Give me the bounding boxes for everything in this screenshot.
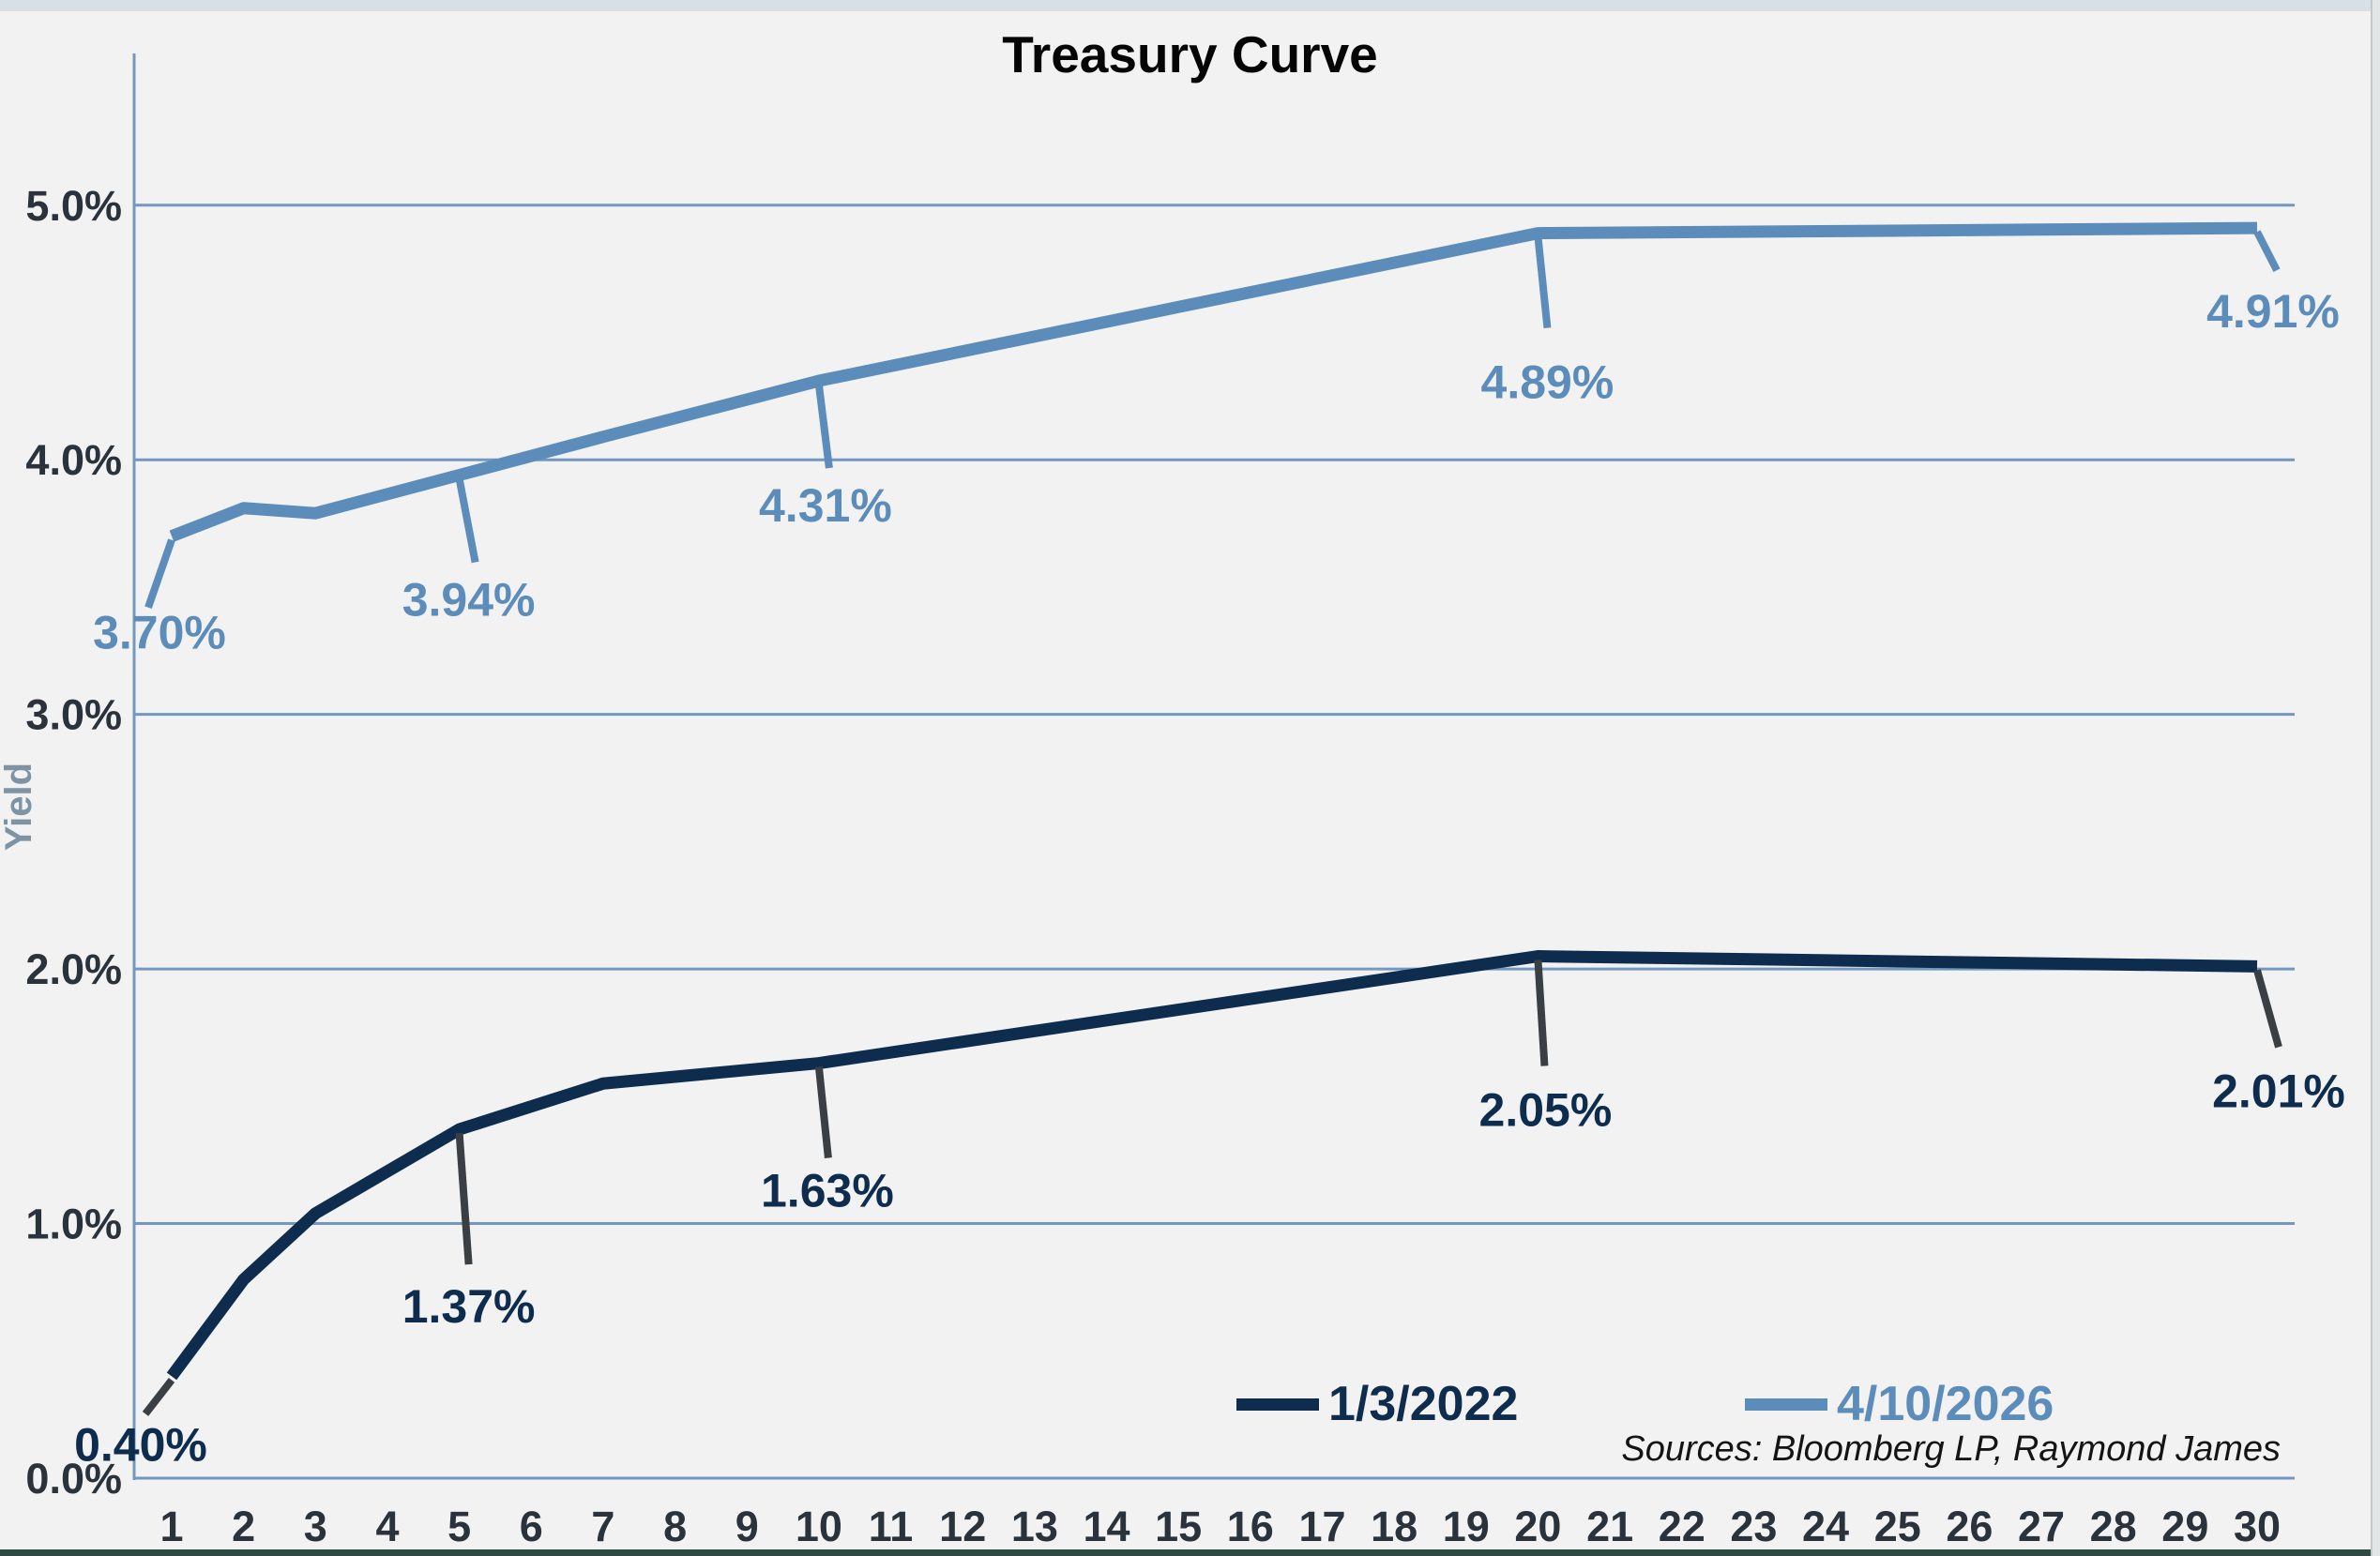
x-tick-label: 1 bbox=[159, 1503, 183, 1550]
callout-leader bbox=[814, 1066, 832, 1158]
callout-leader bbox=[455, 1132, 473, 1265]
data-label-3.94%: 3.94% bbox=[402, 573, 536, 626]
x-tick-label: 7 bbox=[591, 1503, 614, 1550]
x-tick-label: 9 bbox=[735, 1503, 759, 1550]
x-tick-label: 29 bbox=[2161, 1503, 2208, 1550]
y-tick-label: 4.0% bbox=[25, 436, 122, 484]
callout-leader bbox=[814, 384, 833, 469]
legend: 1/3/2022 4/10/2026 bbox=[0, 1373, 2380, 1435]
legend-label: 4/10/2026 bbox=[1837, 1377, 2054, 1431]
x-tick-label: 4 bbox=[375, 1503, 399, 1550]
x-tick-label: 24 bbox=[1802, 1503, 1849, 1550]
x-tick-label: 20 bbox=[1514, 1503, 1561, 1550]
data-label-2.01%: 2.01% bbox=[2212, 1065, 2345, 1117]
data-label-1.63%: 1.63% bbox=[761, 1165, 894, 1217]
x-tick-label: 28 bbox=[2090, 1503, 2137, 1550]
x-tick-label: 8 bbox=[663, 1503, 687, 1550]
x-tick-label: 27 bbox=[2018, 1503, 2065, 1550]
data-label-4.89%: 4.89% bbox=[1481, 356, 1614, 409]
data-label-4.31%: 4.31% bbox=[759, 479, 892, 532]
callout-leader bbox=[1534, 236, 1552, 329]
x-tick-label: 12 bbox=[939, 1503, 986, 1550]
legend-swatch-blue bbox=[1745, 1397, 1827, 1411]
callout-leader bbox=[1534, 959, 1549, 1066]
x-tick-label: 17 bbox=[1298, 1503, 1345, 1550]
data-label-3.70%: 3.70% bbox=[93, 607, 226, 659]
x-tick-label: 30 bbox=[2234, 1503, 2281, 1550]
series-line-1-3-2022 bbox=[166, 950, 2258, 1381]
x-tick-label: 13 bbox=[1011, 1503, 1058, 1550]
callout-leader bbox=[144, 538, 175, 609]
x-tick-label: 23 bbox=[1730, 1503, 1777, 1550]
legend-item-4-10-2026: 4/10/2026 bbox=[1745, 1373, 2054, 1435]
window-bottom-border bbox=[0, 1549, 2380, 1556]
y-tick-label: 2.0% bbox=[25, 945, 122, 993]
x-tick-label: 22 bbox=[1659, 1503, 1705, 1550]
callout-leader bbox=[455, 477, 479, 564]
data-label-4.91%: 4.91% bbox=[2206, 285, 2340, 338]
callout-leader bbox=[2253, 969, 2282, 1049]
series-line-4-10-2026 bbox=[169, 221, 2258, 542]
y-tick-label: 5.0% bbox=[25, 182, 122, 230]
data-label-2.05%: 2.05% bbox=[1479, 1084, 1613, 1137]
x-tick-label: 2 bbox=[232, 1503, 255, 1550]
x-tick-label: 21 bbox=[1586, 1503, 1633, 1550]
window-right-border bbox=[2371, 0, 2380, 1556]
callout-leader bbox=[2253, 230, 2281, 273]
legend-label: 1/3/2022 bbox=[1328, 1377, 1519, 1431]
x-tick-label: 26 bbox=[1946, 1503, 1993, 1550]
sources-note: Sources: Bloomberg LP, Raymond James bbox=[1621, 1429, 2281, 1469]
x-tick-label: 15 bbox=[1155, 1503, 1202, 1550]
x-tick-label: 10 bbox=[796, 1503, 842, 1550]
legend-swatch-dark bbox=[1236, 1397, 1319, 1411]
callout-leader bbox=[142, 1377, 175, 1416]
x-tick-label: 14 bbox=[1083, 1503, 1129, 1550]
data-label-0.40%: 0.40% bbox=[74, 1418, 207, 1471]
x-tick-label: 18 bbox=[1371, 1503, 1417, 1550]
x-tick-label: 19 bbox=[1443, 1503, 1490, 1550]
y-tick-label: 1.0% bbox=[25, 1201, 122, 1248]
x-tick-label: 3 bbox=[304, 1503, 327, 1550]
x-tick-label: 5 bbox=[447, 1503, 471, 1550]
x-tick-label: 6 bbox=[520, 1503, 543, 1550]
x-tick-label: 11 bbox=[869, 1503, 914, 1550]
window-top-border bbox=[0, 0, 2380, 11]
chart-title: Treasury Curve bbox=[1002, 25, 1378, 83]
data-label-1.37%: 1.37% bbox=[402, 1280, 536, 1333]
x-tick-label: 25 bbox=[1874, 1503, 1921, 1550]
y-tick-label: 0.0% bbox=[25, 1455, 122, 1503]
x-tick-label: 16 bbox=[1227, 1503, 1274, 1550]
y-tick-label: 3.0% bbox=[25, 691, 122, 739]
legend-item-1-3-2022: 1/3/2022 bbox=[1236, 1373, 1518, 1435]
